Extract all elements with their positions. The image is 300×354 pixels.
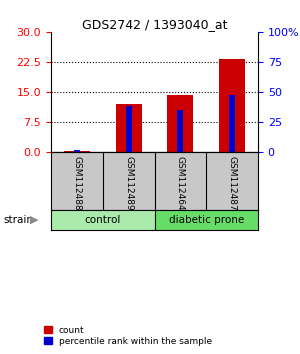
Text: ▶: ▶ (30, 215, 38, 225)
Text: GSM112489: GSM112489 (124, 156, 133, 211)
Title: GDS2742 / 1393040_at: GDS2742 / 1393040_at (82, 18, 227, 31)
Bar (154, 210, 258, 230)
Bar (51, 210, 154, 230)
Bar (177, 110, 184, 152)
Bar (125, 106, 132, 152)
Text: GSM112488: GSM112488 (72, 156, 81, 211)
Bar (219, 59, 245, 152)
Bar (116, 104, 142, 152)
Text: strain: strain (3, 215, 33, 225)
Text: diabetic prone: diabetic prone (169, 215, 244, 225)
Bar (167, 95, 193, 152)
Bar (64, 151, 90, 152)
Text: GSM112487: GSM112487 (228, 156, 237, 211)
Legend: count, percentile rank within the sample: count, percentile rank within the sample (44, 326, 212, 346)
Text: GSM112464: GSM112464 (176, 156, 185, 211)
Bar (74, 150, 80, 152)
Bar (229, 95, 235, 152)
Text: control: control (85, 215, 121, 225)
